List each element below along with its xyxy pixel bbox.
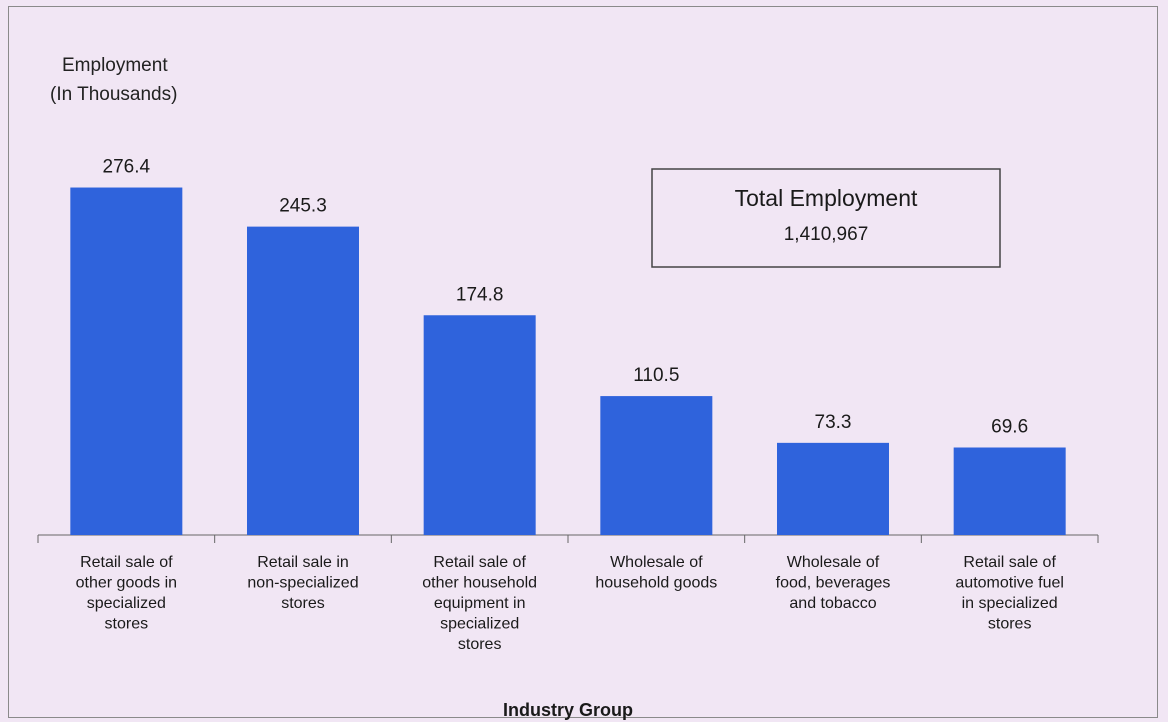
chart-frame <box>8 6 1158 718</box>
bar-4 <box>600 396 713 535</box>
total-employment-value: 1,410,967 <box>784 224 869 245</box>
category-label-6: Retail sale of automotive fuel in speciali… <box>955 554 1064 633</box>
bar-5 <box>777 442 889 535</box>
value-label-2: 245.3 <box>279 196 327 217</box>
category-label-1: Retail sale of other goods in specialized s… <box>76 554 177 633</box>
x-axis-title: Industry Group <box>503 700 633 720</box>
bar-6 <box>953 447 1066 535</box>
y-axis-label-line-1: Employment <box>62 55 168 76</box>
bar-3 <box>423 315 536 535</box>
category-label-4: Wholesale of household goods <box>595 554 717 592</box>
value-label-1: 276.4 <box>103 157 151 178</box>
category-label-3: Retail sale of other household equipment i… <box>422 554 537 653</box>
bar-2 <box>247 226 359 535</box>
total-employment-box <box>651 168 1001 268</box>
value-label-6: 69.6 <box>991 417 1028 438</box>
bar-1 <box>70 187 183 536</box>
category-label-2: Retail sale in non-specialized stores <box>247 554 358 612</box>
value-label-4: 110.5 <box>633 365 679 386</box>
y-axis-label-line-2: (In Thousands) <box>50 84 177 105</box>
value-label-5: 73.3 <box>815 412 852 433</box>
value-label-3: 174.8 <box>456 284 504 305</box>
category-label-5: Wholesale of food, beverages and tobacco <box>776 554 891 612</box>
total-employment-title: Total Employment <box>735 185 918 211</box>
